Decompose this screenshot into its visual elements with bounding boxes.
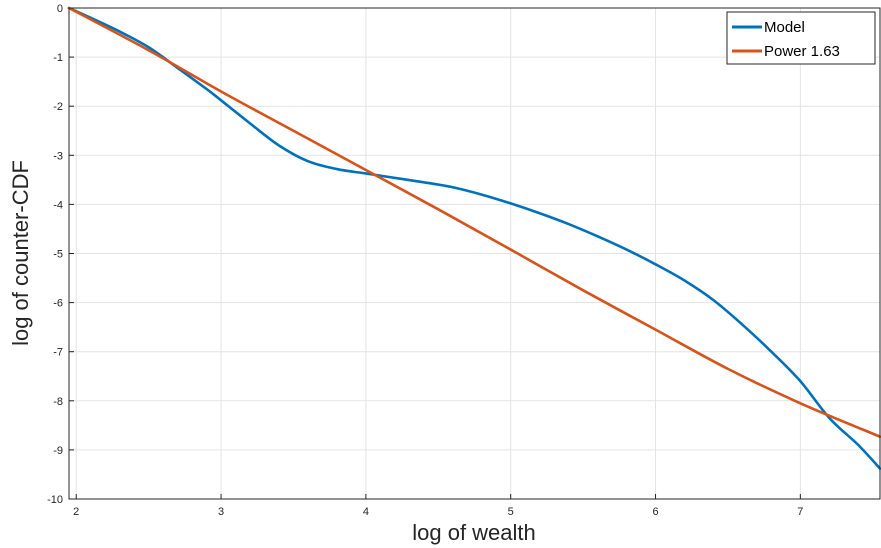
y-tick-label: -6 [53,298,63,310]
legend-label-model: Model [764,19,805,36]
y-tick-label: -2 [53,101,63,113]
legend-box [726,11,876,65]
y-tick-label: -3 [53,150,63,162]
x-tick-label: 7 [797,506,803,518]
x-tick-label: 4 [363,506,369,518]
y-tick-label: -9 [53,445,63,457]
y-tick-label: -1 [53,52,63,64]
legend: Model Power 1.63 [726,11,876,65]
x-tick-label: 3 [218,506,224,518]
x-axis-label: log of wealth [412,520,536,545]
y-tick-label: -10 [47,494,63,506]
y-tick-label: 0 [57,3,63,15]
plot-border [68,7,881,500]
x-tick-label: 5 [508,506,514,518]
x-tick-label: 2 [73,506,79,518]
legend-label-power: Power 1.63 [764,43,840,60]
y-axis-label: log of counter-CDF [8,160,33,346]
series-lines [67,6,881,470]
y-tick-label: -8 [53,396,63,408]
y-tick-labels: 0 -1 -2 -3 -4 -5 -6 -7 -8 -9 -10 [47,3,63,506]
x-tick-labels: 2 3 4 5 6 7 [73,506,803,518]
y-tick-label: -5 [53,249,63,261]
series-line-model [67,6,881,470]
y-tick-label: -7 [53,347,63,359]
x-tick-label: 6 [652,506,658,518]
grid [69,7,880,500]
y-tick-label: -4 [53,199,63,211]
series-line-power [67,6,881,438]
